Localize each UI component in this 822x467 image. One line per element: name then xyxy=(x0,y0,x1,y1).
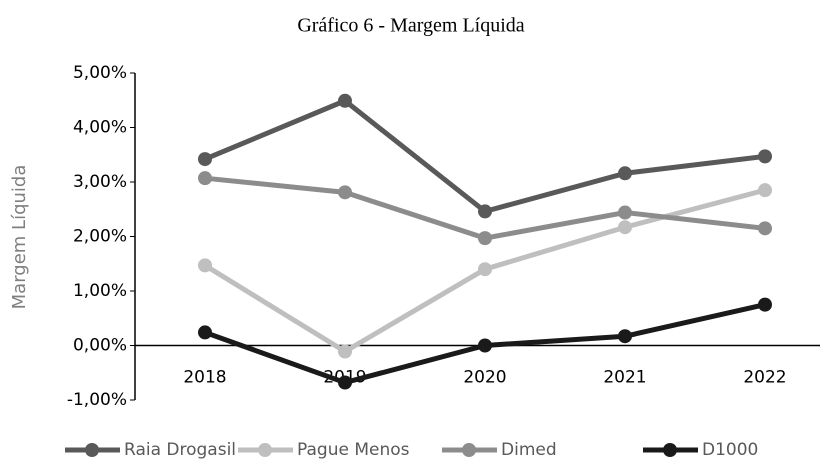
legend-label: D1000 xyxy=(702,440,758,460)
point xyxy=(758,149,772,164)
x-tick-label: 2018 xyxy=(183,368,226,388)
point xyxy=(478,231,492,246)
point xyxy=(618,166,632,181)
x-tick-label: 2020 xyxy=(463,368,506,388)
point xyxy=(198,325,212,340)
point xyxy=(338,344,352,359)
y-tick-label: 1,00% xyxy=(73,281,127,301)
x-tick-label: 2022 xyxy=(743,368,786,388)
point xyxy=(478,262,492,277)
point xyxy=(478,204,492,219)
series-line xyxy=(204,97,766,215)
point xyxy=(338,185,352,200)
legend-marker xyxy=(85,443,99,457)
y-tick-label: 3,00% xyxy=(73,172,127,192)
point xyxy=(618,329,632,344)
point xyxy=(198,171,212,186)
y-tick-label: 5,00% xyxy=(73,63,127,83)
legend-marker xyxy=(462,443,476,457)
point xyxy=(758,297,772,312)
point xyxy=(198,258,212,273)
legend-marker xyxy=(663,443,677,457)
point xyxy=(618,220,632,235)
legend-label: Pague Menos xyxy=(297,440,410,460)
point xyxy=(478,338,492,353)
point xyxy=(618,205,632,220)
chart-title: Gráfico 6 - Margem Líquida xyxy=(297,15,524,37)
y-tick-label: 2,00% xyxy=(73,227,127,247)
point xyxy=(758,183,772,198)
x-tick-label: 2021 xyxy=(603,368,646,388)
legend-label: Dimed xyxy=(501,440,557,460)
point xyxy=(338,93,352,108)
point xyxy=(758,221,772,236)
legend-marker xyxy=(258,443,272,457)
point xyxy=(198,152,212,167)
legend-label: Raia Drogasil xyxy=(124,440,236,460)
y-axis-label: Margem Líquida xyxy=(9,165,30,310)
point xyxy=(338,375,352,390)
y-tick-label: -1,00% xyxy=(67,390,127,410)
y-tick-label: 4,00% xyxy=(73,118,127,138)
y-tick-label: 0,00% xyxy=(73,336,127,356)
